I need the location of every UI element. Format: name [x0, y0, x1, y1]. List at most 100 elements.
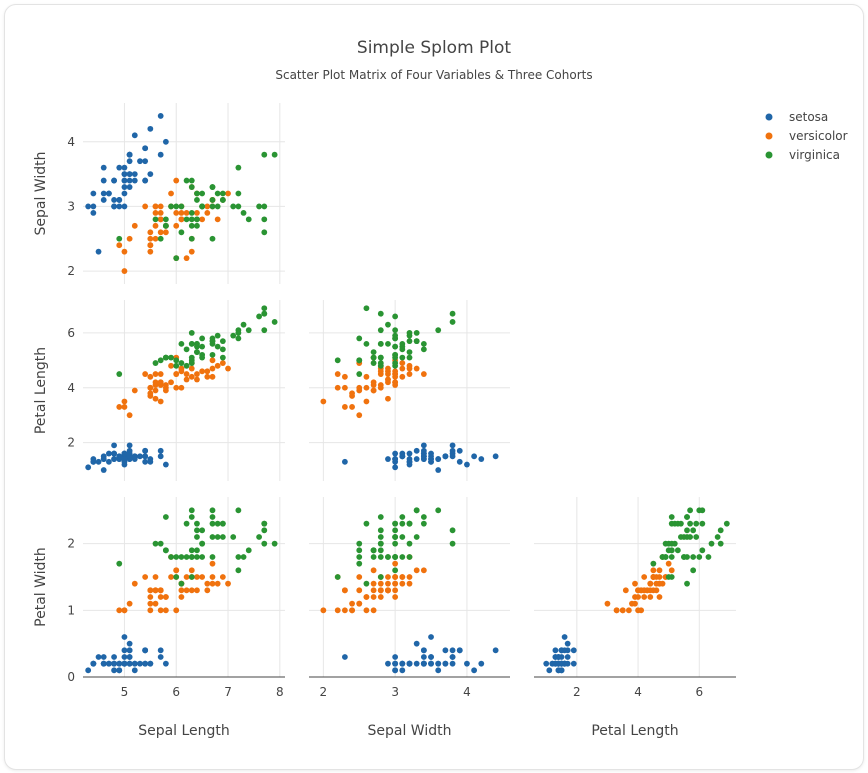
point-setosa[interactable]	[392, 660, 399, 667]
point-versicolor[interactable]	[152, 387, 159, 394]
point-setosa[interactable]	[420, 654, 427, 660]
point-versicolor[interactable]	[188, 248, 195, 255]
point-versicolor[interactable]	[162, 229, 169, 236]
point-versicolor[interactable]	[204, 203, 211, 210]
point-virginica[interactable]	[235, 190, 242, 197]
point-versicolor[interactable]	[356, 412, 363, 419]
point-virginica[interactable]	[209, 338, 216, 345]
point-virginica[interactable]	[173, 203, 180, 210]
point-setosa[interactable]	[131, 667, 138, 674]
point-setosa[interactable]	[420, 442, 427, 449]
point-setosa[interactable]	[449, 654, 456, 660]
point-versicolor[interactable]	[638, 587, 645, 594]
point-setosa[interactable]	[413, 660, 420, 667]
point-setosa[interactable]	[126, 151, 133, 158]
point-setosa[interactable]	[121, 164, 128, 171]
point-versicolor[interactable]	[219, 360, 226, 366]
point-virginica[interactable]	[699, 507, 706, 514]
point-setosa[interactable]	[126, 450, 133, 457]
point-versicolor[interactable]	[334, 607, 341, 614]
point-versicolor[interactable]	[413, 567, 420, 574]
point-versicolor[interactable]	[638, 607, 645, 614]
point-versicolor[interactable]	[152, 222, 159, 229]
point-versicolor[interactable]	[126, 600, 133, 607]
point-virginica[interactable]	[116, 560, 123, 567]
point-virginica[interactable]	[684, 580, 690, 587]
point-setosa[interactable]	[106, 190, 112, 197]
point-versicolor[interactable]	[219, 574, 226, 580]
point-virginica[interactable]	[199, 540, 206, 547]
point-versicolor[interactable]	[199, 368, 206, 375]
point-virginica[interactable]	[356, 560, 363, 567]
point-virginica[interactable]	[406, 520, 413, 527]
point-virginica[interactable]	[413, 534, 420, 540]
point-versicolor[interactable]	[377, 594, 384, 600]
point-virginica[interactable]	[188, 330, 195, 336]
point-setosa[interactable]	[90, 203, 97, 210]
point-versicolor[interactable]	[204, 209, 211, 216]
point-versicolor[interactable]	[385, 376, 391, 383]
point-virginica[interactable]	[261, 229, 268, 236]
point-virginica[interactable]	[173, 362, 180, 369]
point-virginica[interactable]	[199, 527, 206, 534]
legend[interactable]: setosa versicolor virginica	[765, 110, 848, 162]
point-virginica[interactable]	[219, 354, 226, 361]
point-setosa[interactable]	[100, 164, 107, 171]
point-setosa[interactable]	[420, 453, 427, 460]
point-setosa[interactable]	[570, 647, 577, 654]
point-virginica[interactable]	[199, 203, 206, 210]
point-versicolor[interactable]	[162, 594, 169, 600]
point-virginica[interactable]	[392, 327, 399, 334]
point-versicolor[interactable]	[370, 580, 377, 587]
point-setosa[interactable]	[478, 660, 485, 667]
point-versicolor[interactable]	[656, 574, 663, 580]
point-setosa[interactable]	[111, 197, 117, 203]
point-virginica[interactable]	[356, 547, 363, 554]
point-versicolor[interactable]	[178, 209, 185, 216]
point-versicolor[interactable]	[399, 365, 406, 372]
point-setosa[interactable]	[116, 203, 123, 210]
point-setosa[interactable]	[126, 660, 133, 667]
point-virginica[interactable]	[684, 514, 690, 520]
point-virginica[interactable]	[178, 554, 185, 560]
point-virginica[interactable]	[199, 190, 206, 197]
point-virginica[interactable]	[392, 354, 399, 361]
point-virginica[interactable]	[183, 362, 190, 369]
point-setosa[interactable]	[157, 647, 164, 654]
point-virginica[interactable]	[261, 540, 268, 547]
point-versicolor[interactable]	[632, 580, 638, 587]
point-virginica[interactable]	[650, 560, 657, 567]
point-setosa[interactable]	[142, 145, 149, 152]
point-virginica[interactable]	[693, 520, 700, 527]
point-versicolor[interactable]	[356, 574, 363, 580]
point-versicolor[interactable]	[214, 362, 221, 369]
point-setosa[interactable]	[399, 660, 406, 667]
point-virginica[interactable]	[168, 354, 174, 361]
point-setosa[interactable]	[95, 654, 102, 660]
point-virginica[interactable]	[392, 527, 399, 534]
point-virginica[interactable]	[377, 310, 384, 317]
point-setosa[interactable]	[90, 458, 97, 465]
point-versicolor[interactable]	[157, 607, 164, 614]
point-setosa[interactable]	[420, 660, 427, 667]
point-virginica[interactable]	[406, 338, 413, 345]
point-setosa[interactable]	[456, 647, 463, 654]
point-versicolor[interactable]	[178, 594, 185, 600]
point-setosa[interactable]	[137, 453, 143, 460]
point-virginica[interactable]	[183, 216, 190, 223]
point-versicolor[interactable]	[152, 235, 159, 242]
point-virginica[interactable]	[392, 534, 399, 540]
point-setosa[interactable]	[100, 197, 107, 203]
point-virginica[interactable]	[356, 554, 363, 560]
point-virginica[interactable]	[219, 520, 226, 527]
point-versicolor[interactable]	[152, 574, 159, 580]
point-virginica[interactable]	[356, 371, 363, 377]
point-versicolor[interactable]	[209, 357, 216, 364]
point-setosa[interactable]	[546, 667, 553, 674]
point-setosa[interactable]	[157, 151, 164, 158]
point-setosa[interactable]	[111, 667, 117, 674]
point-virginica[interactable]	[209, 235, 216, 242]
point-versicolor[interactable]	[214, 216, 221, 223]
point-versicolor[interactable]	[392, 594, 399, 600]
point-virginica[interactable]	[209, 351, 216, 358]
